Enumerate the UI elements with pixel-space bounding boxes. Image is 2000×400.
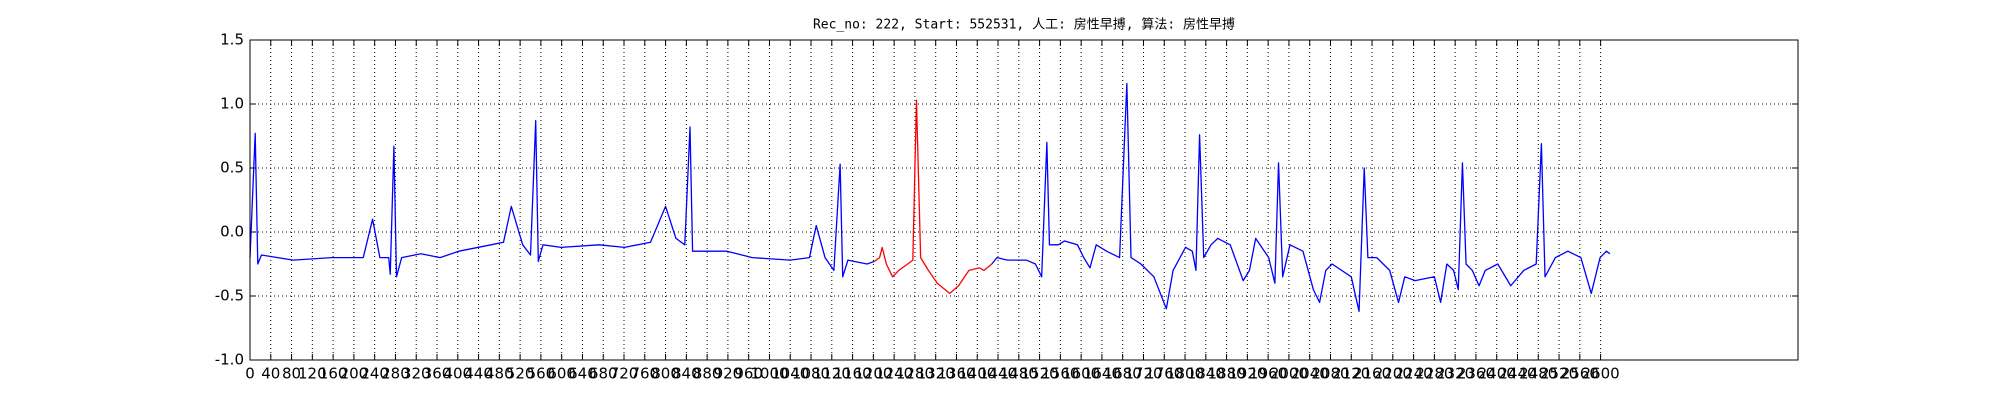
x-tick-label: 120	[298, 365, 327, 383]
x-tick-label: 2400	[1478, 365, 1516, 383]
x-tick-label: 960	[734, 365, 763, 383]
x-tick-label: 1680	[1104, 365, 1142, 383]
x-tick-label: 2240	[1395, 365, 1433, 383]
x-tick-label: 560	[527, 365, 556, 383]
x-tick-label: 1160	[833, 365, 871, 383]
x-tick-label: 160	[319, 365, 348, 383]
x-tick-label: 2120	[1332, 365, 1370, 383]
x-tick-label: 1200	[854, 365, 892, 383]
ecg-line	[874, 99, 993, 295]
x-tick-label: 360	[423, 365, 452, 383]
plot-frame	[249, 39, 1799, 361]
x-tick-label: 600	[547, 365, 576, 383]
x-tick-label: 1840	[1187, 365, 1225, 383]
x-tick-label: 2440	[1498, 365, 1536, 383]
x-tick-label: 440	[464, 365, 493, 383]
x-tick-label: 2560	[1561, 365, 1599, 383]
x-tick-label: 1520	[1020, 365, 1058, 383]
x-tick-label: 2080	[1311, 365, 1349, 383]
x-tick-label: 1080	[792, 365, 830, 383]
x-tick-label: 720	[610, 365, 639, 383]
x-tick-label: 1880	[1207, 365, 1245, 383]
x-tick-label: 2000	[1270, 365, 1308, 383]
x-tick-label: 880	[693, 365, 722, 383]
x-tick-label: 2160	[1353, 365, 1391, 383]
y-tick-label: 0.0	[220, 223, 244, 241]
x-tick-label: 1800	[1166, 365, 1204, 383]
x-tick-label: 1960	[1249, 365, 1287, 383]
y-tick-label: -0.5	[215, 287, 244, 305]
x-tick-label: 1280	[896, 365, 934, 383]
x-tick-label: 1240	[875, 365, 913, 383]
x-tick-label: 2280	[1415, 365, 1453, 383]
ecg-line	[249, 82, 1611, 313]
x-tick-label: 640	[568, 365, 597, 383]
x-tick-label: 1000	[750, 365, 788, 383]
x-tick-label: 1320	[917, 365, 955, 383]
x-tick-label: 1560	[1041, 365, 1079, 383]
x-tick-label: 920	[714, 365, 743, 383]
x-tick-label: 2040	[1291, 365, 1329, 383]
chart-title: Rec_no: 222, Start: 552531, 人工: 房性早搏, 算法…	[813, 17, 1235, 33]
x-tick-label: 760	[630, 365, 659, 383]
x-tick-label: 520	[506, 365, 535, 383]
x-tick-label: 0	[245, 365, 255, 383]
x-tick-label: 400	[443, 365, 472, 383]
x-tick-label: 1720	[1124, 365, 1162, 383]
x-tick-label: 2600	[1582, 365, 1620, 383]
y-tick-label: 1.5	[220, 31, 244, 49]
x-tick-label: 40	[261, 365, 280, 383]
x-tick-label: 1920	[1228, 365, 1266, 383]
x-tick-label: 2200	[1374, 365, 1412, 383]
x-tick-label: 80	[282, 365, 301, 383]
x-tick-label: 1440	[979, 365, 1017, 383]
x-tick-label: 1040	[771, 365, 809, 383]
x-tick-label: 2520	[1540, 365, 1578, 383]
x-tick-label: 1760	[1145, 365, 1183, 383]
y-tick-label: -1.0	[215, 351, 244, 369]
x-tick-label: 840	[672, 365, 701, 383]
x-tick-label: 1480	[1000, 365, 1038, 383]
x-tick-label: 1120	[813, 365, 851, 383]
y-tick-label: 1.0	[220, 95, 244, 113]
x-tick-label: 200	[340, 365, 369, 383]
x-tick-label: 2480	[1519, 365, 1557, 383]
x-tick-label: 1600	[1062, 365, 1100, 383]
x-tick-label: 480	[485, 365, 514, 383]
y-tick-label: 0.5	[220, 159, 244, 177]
x-tick-label: 1400	[958, 365, 996, 383]
x-tick-label: 800	[651, 365, 680, 383]
x-tick-label: 320	[402, 365, 431, 383]
x-tick-label: 680	[589, 365, 618, 383]
x-tick-label: 280	[381, 365, 410, 383]
x-tick-label: 1640	[1083, 365, 1121, 383]
x-tick-label: 2360	[1457, 365, 1495, 383]
x-tick-label: 240	[360, 365, 389, 383]
x-tick-label: 2320	[1436, 365, 1474, 383]
x-tick-label: 1360	[937, 365, 975, 383]
